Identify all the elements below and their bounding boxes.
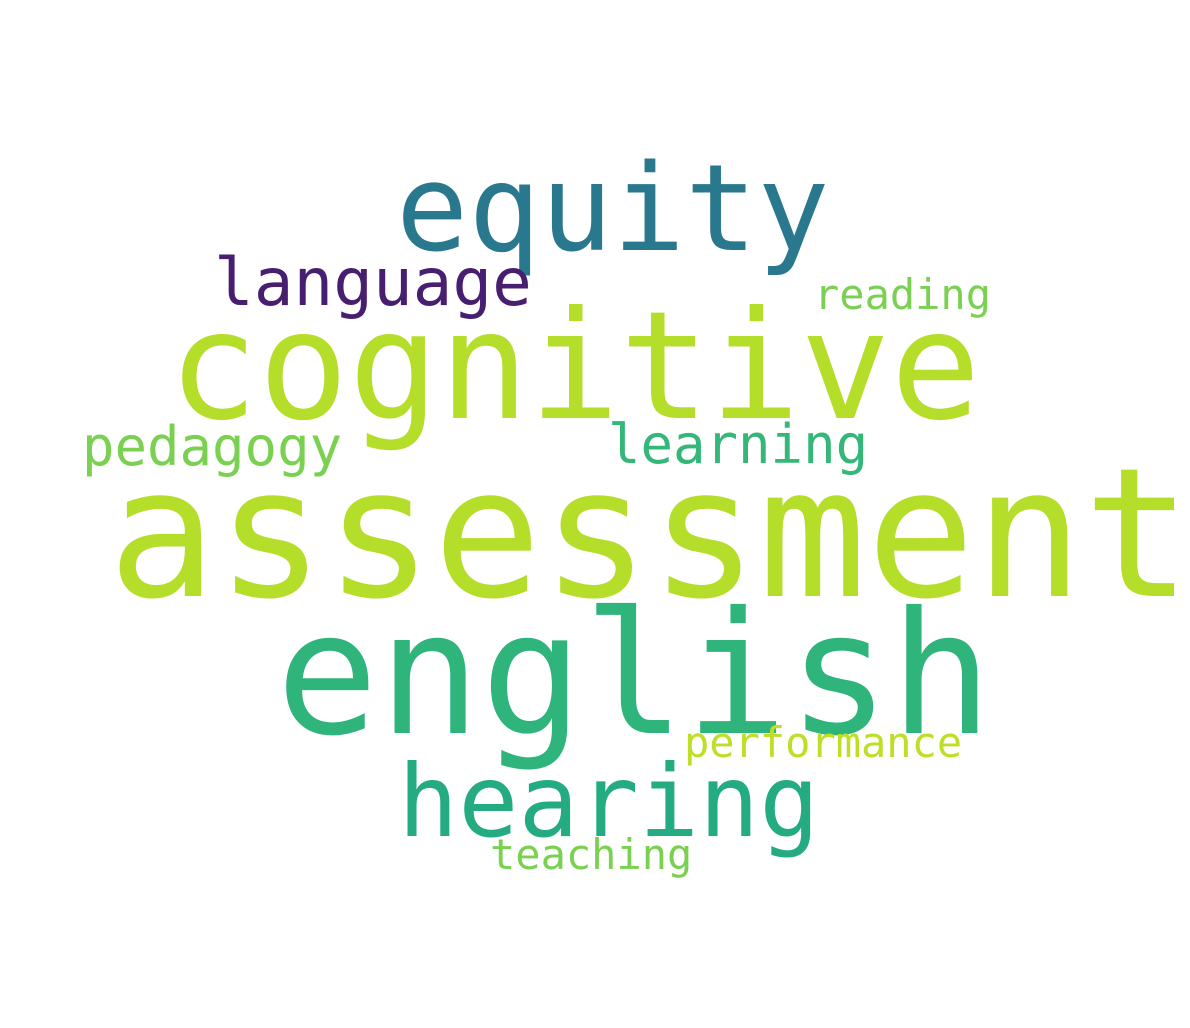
- word-performance: performance: [684, 718, 963, 767]
- word-pedagogy: pedagogy: [82, 415, 343, 478]
- word-equity: equity: [396, 140, 830, 279]
- word-language: language: [214, 244, 532, 321]
- word-english: english: [276, 576, 993, 774]
- word-reading: reading: [814, 270, 992, 319]
- word-cognitive: cognitive: [168, 280, 981, 454]
- word-hearing: hearing: [398, 743, 820, 860]
- word-assessment: assessment: [108, 430, 1190, 639]
- word-learning: learning: [608, 413, 869, 476]
- word-teaching: teaching: [490, 830, 693, 879]
